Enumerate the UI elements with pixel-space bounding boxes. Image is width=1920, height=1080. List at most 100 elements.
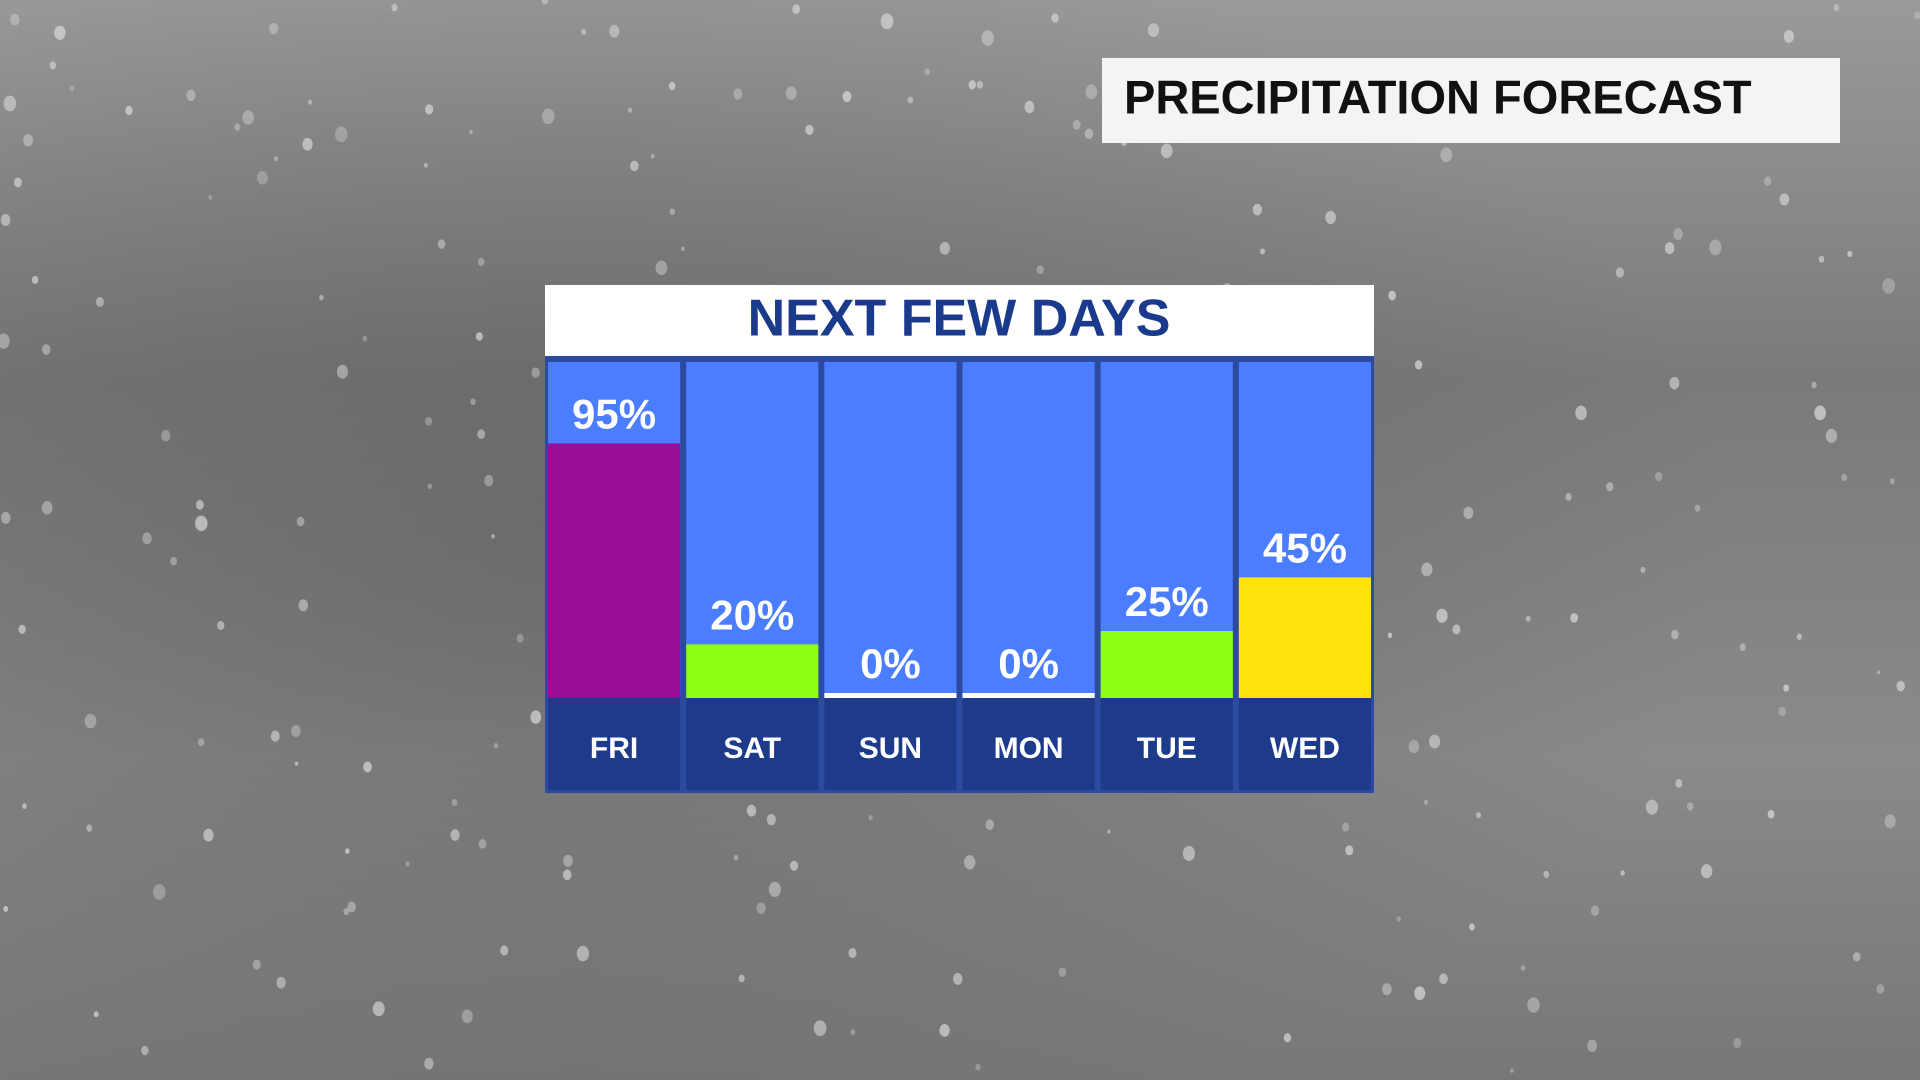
raindrop [1767, 809, 1775, 819]
x-tick-label: FRI [590, 732, 638, 765]
day-box [824, 698, 957, 790]
raindrop [170, 556, 178, 566]
raindrop [733, 854, 739, 861]
raindrop [1814, 405, 1826, 421]
raindrop [850, 1029, 856, 1035]
raindrop [1876, 670, 1881, 675]
raindrop [1700, 864, 1713, 879]
raindrop [451, 798, 458, 807]
raindrop [738, 974, 745, 983]
raindrop [296, 516, 305, 527]
raindrop [1147, 23, 1160, 38]
raindrop [868, 815, 873, 821]
raindrop [1107, 829, 1111, 834]
column-bg [962, 362, 1095, 698]
chart-panel [545, 285, 1374, 793]
raindrop [270, 730, 280, 742]
raindrop [1671, 629, 1679, 640]
raindrop [1341, 822, 1350, 832]
bar [962, 693, 1095, 698]
raindrop [141, 1045, 149, 1056]
raindrop [1436, 608, 1448, 623]
value-label: 20% [710, 591, 794, 638]
raindrop [425, 416, 433, 426]
raindrop [1396, 916, 1401, 922]
raindrop [1818, 255, 1825, 263]
raindrop [1606, 482, 1614, 492]
raindrop [478, 839, 487, 849]
raindrop [813, 1020, 827, 1037]
raindrop [1414, 360, 1423, 370]
x-tick-label: WED [1270, 732, 1340, 765]
raindrop [161, 429, 171, 442]
raindrop [23, 134, 34, 147]
raindrop [31, 275, 39, 285]
raindrop [976, 80, 984, 89]
raindrop [1565, 493, 1572, 501]
raindrop [1072, 119, 1081, 130]
raindrop [347, 901, 356, 913]
raindrop [41, 501, 53, 515]
raindrop [1587, 1039, 1598, 1052]
x-tick-label: SUN [859, 732, 922, 765]
bar [686, 644, 819, 698]
bar [824, 693, 957, 698]
raindrop [1783, 30, 1795, 43]
raindrop [790, 860, 799, 871]
raindrop [1654, 471, 1663, 482]
raindrop [1664, 242, 1675, 255]
raindrop [541, 0, 549, 5]
raindrop [391, 3, 398, 12]
raindrop [1669, 376, 1680, 390]
raindrop [1852, 952, 1861, 962]
raindrop [907, 96, 914, 104]
raindrop [1, 511, 11, 524]
raindrop [336, 364, 349, 379]
raindrop [1876, 984, 1885, 994]
raindrop [964, 855, 976, 870]
raindrop [1709, 239, 1722, 256]
raindrop [1160, 143, 1173, 159]
column-bg [686, 362, 819, 698]
raindrop [1085, 84, 1098, 100]
raindrop [405, 861, 410, 867]
raindrop [256, 171, 268, 185]
raindrop [477, 257, 485, 267]
raindrop [1423, 799, 1428, 805]
value-label: 25% [1125, 578, 1209, 625]
raindrop [69, 85, 75, 92]
raindrop [1543, 870, 1550, 879]
raindrop [49, 61, 57, 70]
raindrop [1260, 248, 1266, 255]
raindrop [298, 599, 309, 612]
raindrop [1439, 973, 1448, 985]
raindrop [234, 123, 241, 131]
raindrop [1590, 905, 1600, 916]
chart-title: PRECIPITATION FORECAST [1124, 70, 1752, 123]
raindrop [1382, 983, 1392, 996]
raindrop [924, 68, 931, 76]
raindrop [1686, 802, 1694, 811]
raindrop [1520, 965, 1526, 971]
raindrop [294, 761, 299, 766]
raindrop [1388, 290, 1397, 301]
raindrop [345, 848, 350, 854]
raindrop [1841, 473, 1848, 482]
raindrop [1469, 923, 1475, 931]
raindrop [756, 902, 766, 915]
raindrop [1640, 566, 1646, 574]
raindrop [805, 124, 814, 136]
raindrop [952, 972, 963, 985]
raindrop [1575, 405, 1587, 421]
raindrop [1615, 267, 1625, 278]
raindrop [10, 13, 20, 26]
raindrop [1463, 506, 1474, 520]
raindrop [477, 429, 486, 440]
raindrop [470, 398, 476, 406]
raindrop [1811, 381, 1817, 389]
raindrop [54, 25, 66, 40]
raindrop [469, 129, 473, 134]
raindrop [1527, 997, 1540, 1013]
raindrop [484, 474, 494, 487]
raindrop [1252, 203, 1263, 216]
